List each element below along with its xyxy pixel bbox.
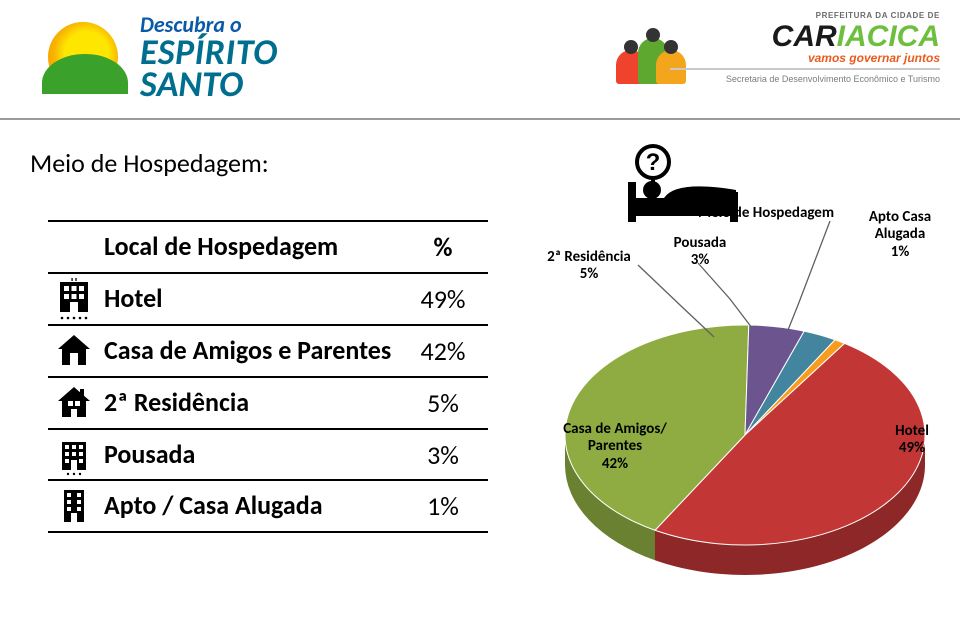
- table-row-label: Apto / Casa Alugada: [100, 481, 398, 531]
- logo-cariacica: PREFEITURA DA CIDADE DE CARIACICA vamos …: [670, 12, 940, 108]
- second-home-icon: [48, 383, 100, 423]
- logo-espirito-santo: Descubra o ESPÍRITO SANTO: [20, 8, 380, 108]
- pie-slice-label: Pousada3%: [660, 235, 740, 270]
- house-icon: [48, 331, 100, 371]
- table-row-label: Pousada: [100, 430, 398, 480]
- table-header-row: Local de Hospedagem %: [48, 220, 488, 274]
- table-row: H Hotel 49%: [48, 274, 488, 326]
- table-row-pct: 3%: [398, 432, 488, 478]
- inn-icon: [48, 434, 100, 476]
- table-row-label: Hotel: [100, 274, 398, 324]
- table-header-pct: %: [398, 224, 488, 270]
- lodging-table: Local de Hospedagem % H Hotel 49% Casa d…: [48, 220, 488, 533]
- header: Descubra o ESPÍRITO SANTO PREFEITURA DA …: [0, 0, 960, 120]
- table-row: Pousada 3%: [48, 430, 488, 482]
- table-row-label: 2ª Residência: [100, 378, 398, 428]
- table-row-label: Casa de Amigos e Parentes: [100, 326, 398, 376]
- pie-slice-label: Casa de Amigos/Parentes42%: [560, 421, 670, 473]
- car-top: PREFEITURA DA CIDADE DE: [670, 12, 940, 20]
- table-row-pct: 5%: [398, 380, 488, 426]
- table-row-pct: 49%: [398, 276, 488, 322]
- car-slogan: vamos governar juntos: [670, 52, 940, 64]
- hotel-icon: H: [48, 278, 100, 320]
- section-title: Meio de Hospedagem:: [30, 150, 269, 176]
- pie-slice-label: Apto Casa Alugada1%: [860, 209, 940, 261]
- pie-slice-label: 2ª Residência5%: [534, 249, 644, 284]
- header-divider: [0, 118, 960, 120]
- table-row: Casa de Amigos e Parentes 42%: [48, 326, 488, 378]
- car-name: CARIACICA: [670, 22, 940, 52]
- car-sec: Secretaria de Desenvolvimento Econômico …: [670, 68, 940, 85]
- svg-text:H: H: [71, 278, 77, 284]
- car-name-accent: IACICA: [837, 20, 940, 53]
- table-header-label: Local de Hospedagem: [100, 222, 398, 272]
- table-row: 2ª Residência 5%: [48, 378, 488, 430]
- car-name-main: CAR: [772, 20, 837, 53]
- table-row-pct: 42%: [398, 328, 488, 374]
- table-row-pct: 1%: [398, 483, 488, 529]
- pie-slice-label: Hotel49%: [882, 423, 942, 458]
- pie-chart: Meio de Hospedagem Apto Casa Alugada1%Ho…: [530, 205, 945, 585]
- apartment-icon: [48, 486, 100, 526]
- svg-text:?: ?: [646, 149, 661, 176]
- table-row: Apto / Casa Alugada 1%: [48, 481, 488, 533]
